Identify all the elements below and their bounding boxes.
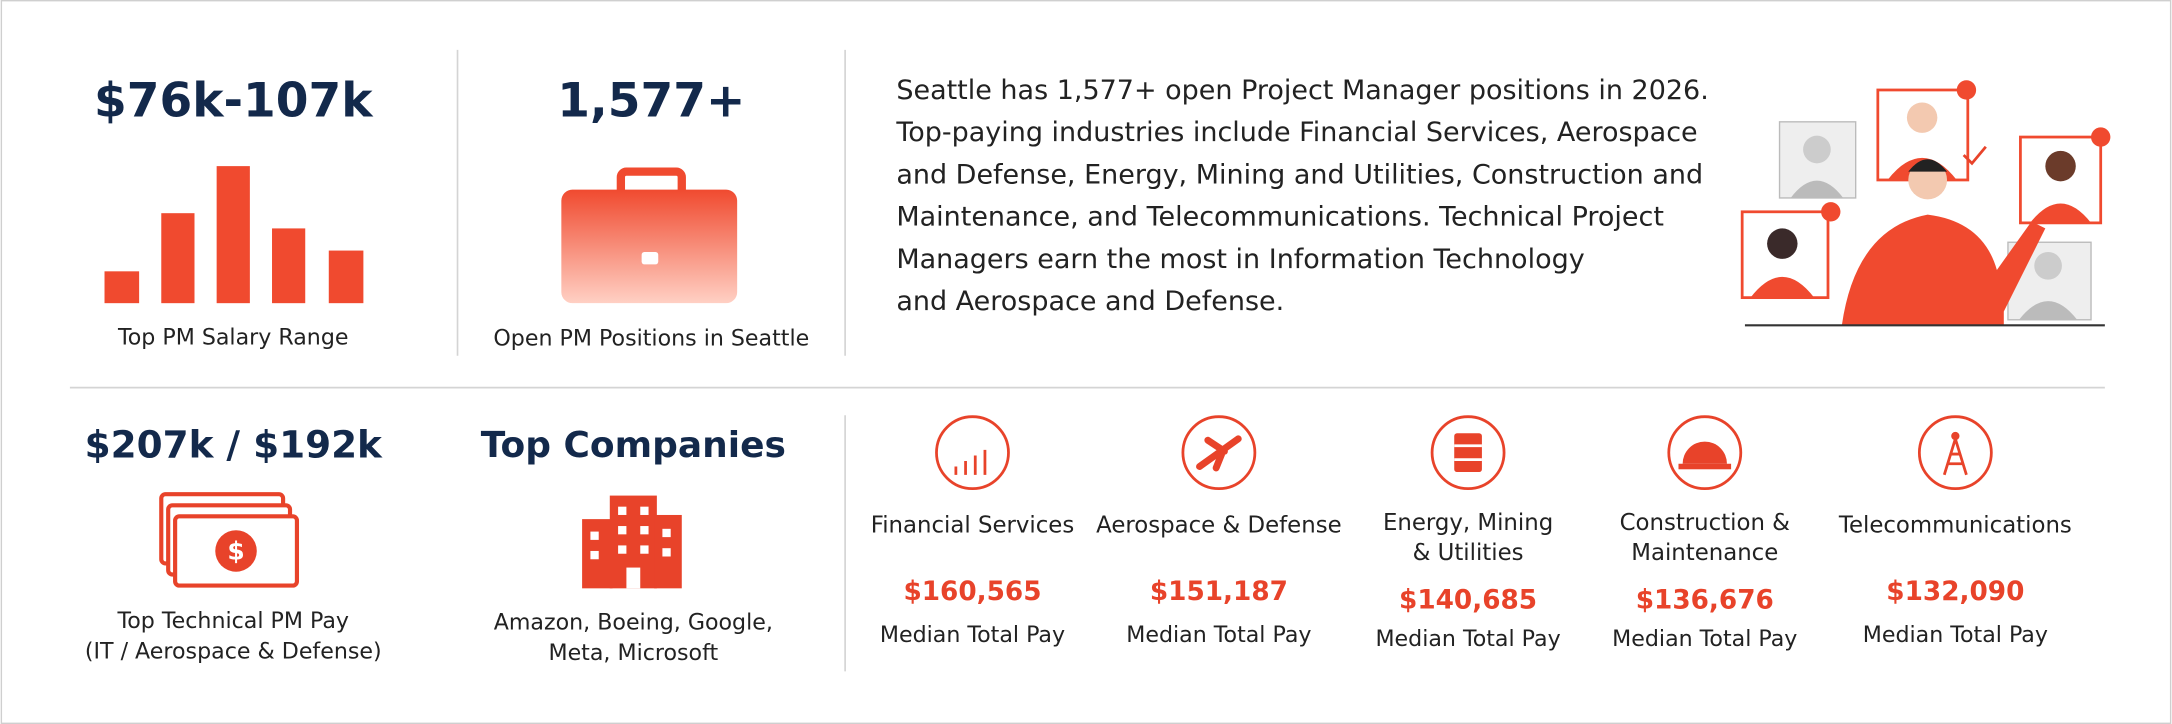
- summary-line: and Defense, Energy, Mining and Utilitie…: [896, 159, 1703, 190]
- svg-text:$: $: [227, 536, 244, 565]
- industry-name: Construction &: [1620, 510, 1791, 536]
- industry-pay: $136,676: [1636, 585, 1774, 615]
- industry-name: Aerospace & Defense: [1096, 513, 1342, 539]
- summary-line: Maintenance, and Telecommunications. Tec…: [896, 202, 1664, 233]
- industry-pay: $160,565: [903, 577, 1041, 607]
- industry-pay-label: Median Total Pay: [880, 622, 1065, 648]
- industry-name: & Utilities: [1413, 540, 1524, 566]
- stat-value: 1,577+: [557, 73, 745, 128]
- stat-label: Top PM Salary Range: [117, 324, 348, 350]
- building-icon: [582, 495, 682, 589]
- industry-name: Financial Services: [871, 513, 1074, 539]
- industry-pay: $140,685: [1399, 585, 1537, 615]
- briefcase-icon: [561, 167, 738, 304]
- summary-line: Top-paying industries include Financial …: [895, 117, 1697, 148]
- industry-pay: $132,090: [1886, 577, 2024, 607]
- summary-line: and Aerospace and Defense.: [896, 286, 1284, 317]
- summary: Seattle has 1,577+ open Project Manager …: [895, 75, 1708, 317]
- stat-label: Top Technical PM Pay: [117, 608, 349, 634]
- industries: Financial Services $160,565 Median Total P…: [871, 510, 2072, 652]
- stat-label: (IT / Aerospace & Defense): [85, 639, 382, 665]
- illustration: [1740, 80, 2111, 327]
- industry-name: Energy, Mining: [1383, 510, 1553, 536]
- stat-value: Top Companies: [481, 425, 786, 466]
- stat-label: Open PM Positions in Seattle: [493, 326, 809, 352]
- industry-name: Telecommunications: [1838, 513, 2072, 539]
- stat-label: Meta, Microsoft: [548, 640, 718, 666]
- money-icon: $: [159, 492, 300, 588]
- summary-line: Managers earn the most in Information Te…: [896, 244, 1584, 275]
- summary-line: Seattle has 1,577+ open Project Manager …: [896, 75, 1708, 106]
- stat-label: Amazon, Boeing, Google,: [494, 609, 773, 635]
- industry-pay-label: Median Total Pay: [1375, 626, 1560, 652]
- industry-name: Maintenance: [1631, 540, 1778, 566]
- bar-icon: [104, 166, 364, 304]
- stat-value: $76k-107k: [94, 73, 374, 128]
- industry-pay: $151,187: [1150, 577, 1288, 607]
- industry-pay-label: Median Total Pay: [1126, 622, 1311, 648]
- industry-pay-label: Median Total Pay: [1863, 622, 2048, 648]
- industry-pay-label: Median Total Pay: [1612, 626, 1797, 652]
- industry-icons: [935, 415, 1993, 491]
- stat-value: $207k / $192k: [85, 423, 383, 467]
